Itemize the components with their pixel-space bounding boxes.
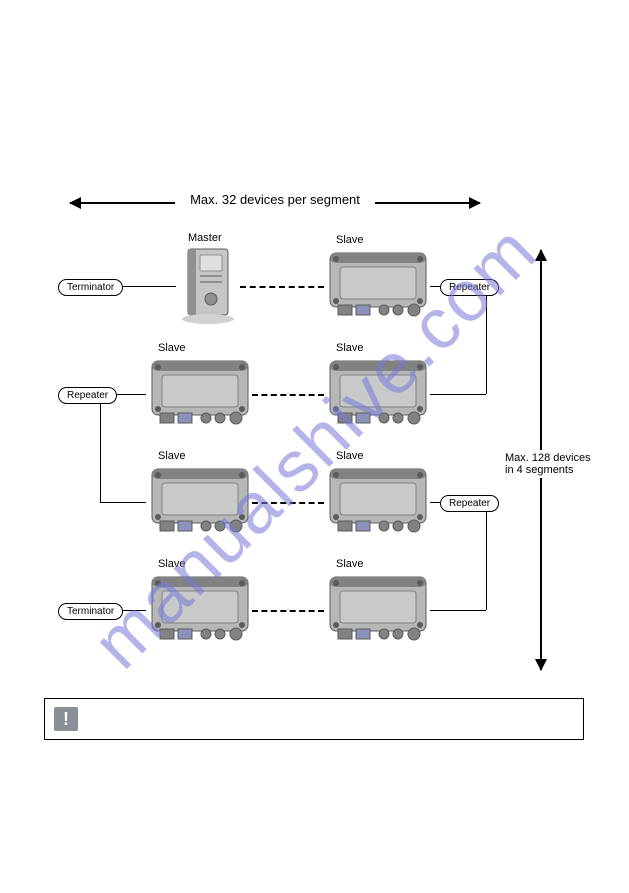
bus-dash-line (252, 394, 324, 396)
slave-device-icon (326, 247, 430, 319)
slave-label: Slave (336, 234, 364, 246)
right-label-line1: Max. 128 devices (505, 452, 591, 464)
slave-label: Slave (158, 558, 186, 570)
connector-line (118, 286, 176, 287)
slave-device-icon (148, 571, 252, 643)
terminator-pill-1: Terminator (58, 279, 123, 296)
master-label: Master (188, 232, 222, 244)
connector-line (430, 610, 486, 611)
right-extent-label: Max. 128 devices in 4 segments (505, 450, 591, 478)
right-label-line2: in 4 segments (505, 464, 591, 476)
connector-line (112, 394, 146, 395)
connector-line (100, 401, 101, 502)
slave-label: Slave (336, 342, 364, 354)
connector-line (430, 394, 486, 395)
connector-line (486, 293, 487, 394)
repeater-pill-1: Repeater (440, 279, 499, 296)
connector-line (100, 502, 146, 503)
connector-line (486, 509, 487, 610)
slave-label: Slave (158, 342, 186, 354)
slave-device-icon (326, 355, 430, 427)
slave-device-icon (326, 571, 430, 643)
slave-device-icon (326, 463, 430, 535)
bus-dash-line (240, 286, 324, 288)
slave-device-icon (148, 355, 252, 427)
slave-label: Slave (336, 450, 364, 462)
terminator-pill-2: Terminator (58, 603, 123, 620)
slave-label: Slave (158, 450, 186, 462)
slave-device-icon (148, 463, 252, 535)
warning-icon-glyph: ! (63, 709, 69, 730)
bus-dash-line (252, 610, 324, 612)
warning-icon: ! (54, 707, 78, 731)
repeater-pill-3: Repeater (440, 495, 499, 512)
master-server-icon (178, 245, 238, 330)
top-segment-title: Max. 32 devices per segment (175, 192, 375, 207)
repeater-pill-2: Repeater (58, 387, 117, 404)
slave-label: Slave (336, 558, 364, 570)
bus-dash-line (252, 502, 324, 504)
note-box (44, 698, 584, 740)
